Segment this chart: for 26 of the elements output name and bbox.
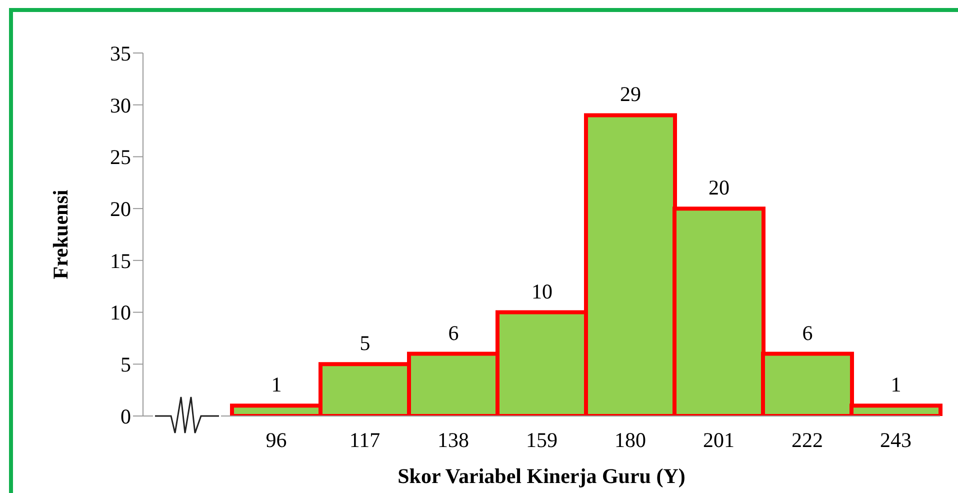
y-axis-title: Frekuensi [48, 190, 72, 280]
y-tick-label: 5 [120, 352, 131, 377]
x-tick-label: 96 [266, 428, 287, 452]
data-label: 5 [360, 331, 370, 356]
y-tick-label: 0 [120, 404, 131, 428]
y-tick-label: 20 [110, 197, 131, 222]
data-label: 29 [620, 82, 641, 106]
x-tick-label: 138 [438, 428, 469, 452]
x-tick-label: 243 [880, 428, 912, 452]
x-tick-label: 159 [526, 428, 558, 452]
y-tick-label: 35 [110, 41, 131, 66]
data-label: 6 [448, 320, 459, 345]
data-label: 1 [890, 372, 902, 397]
data-label: 1 [271, 372, 282, 397]
x-axis-title: Skor Variabel Kinerja Guru (Y) [398, 464, 686, 488]
x-tick-label: 222 [792, 428, 823, 452]
y-tick-label: 10 [110, 300, 131, 325]
y-tick-label: 15 [110, 248, 131, 273]
data-label: 20 [708, 176, 730, 200]
x-tick-label: 201 [703, 428, 734, 452]
y-tick-label: 30 [110, 93, 131, 118]
x-tick-label: 180 [614, 428, 646, 452]
x-tick-label: 117 [349, 428, 380, 452]
data-label: 6 [802, 320, 813, 345]
y-tick-label: 25 [110, 145, 131, 170]
data-label: 10 [532, 279, 552, 304]
